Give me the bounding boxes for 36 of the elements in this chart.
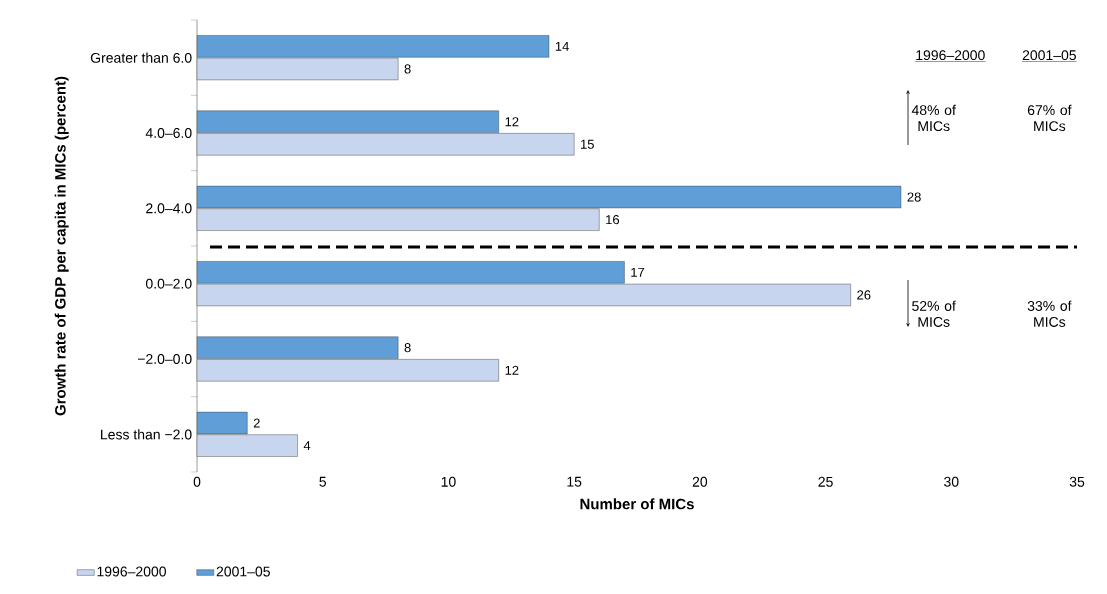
y-axis-title: Growth rate of GDP per capita in MICs (percent) [54, 76, 69, 416]
x-tick-label: 5 [319, 476, 327, 487]
data-label: 14 [555, 41, 569, 51]
x-tick-label: 25 [818, 476, 833, 487]
x-tick-label: 30 [944, 476, 959, 487]
legend-label: 2001–05 [216, 566, 270, 577]
y-tick-label: 4.0–6.0 [145, 128, 192, 138]
y-tick-label: 2.0–4.0 [146, 203, 192, 214]
annotation: 67% of MICs [1027, 104, 1072, 132]
data-label: 12 [505, 365, 519, 375]
y-tick-label: −2.0–0.0 [137, 354, 192, 364]
data-label: 8 [404, 343, 411, 353]
x-tick-label: 15 [567, 476, 582, 487]
x-tick-label: 20 [692, 476, 708, 487]
y-tick-label: 0.0–2.0 [145, 278, 192, 289]
y-tick-label: Less than −2.0 [101, 429, 192, 440]
annotation: 2001–05 [1022, 50, 1077, 61]
data-label: 12 [505, 117, 519, 127]
x-tick-label: 0 [193, 476, 201, 487]
data-label: 16 [606, 215, 620, 225]
legend-label: 1996–2000 [97, 566, 166, 577]
data-label: 17 [631, 267, 645, 277]
annotation: 1996–2000 [916, 50, 985, 61]
annotation: 52% of MICs [912, 300, 956, 327]
data-label: 4 [303, 441, 311, 451]
data-label: 8 [404, 64, 411, 74]
x-tick-label: 35 [1069, 476, 1085, 487]
data-label: 26 [857, 290, 871, 300]
x-axis-title: Number of MICs [580, 498, 694, 510]
annotation: 33% of MICs [1027, 300, 1072, 327]
y-tick-label: Greater than 6.0 [90, 52, 192, 63]
data-label: 2 [253, 418, 260, 428]
data-label: 28 [907, 192, 921, 202]
annotation: 48% of MICs [911, 104, 956, 132]
data-label: 15 [581, 139, 594, 149]
x-tick-label: 10 [441, 476, 456, 487]
